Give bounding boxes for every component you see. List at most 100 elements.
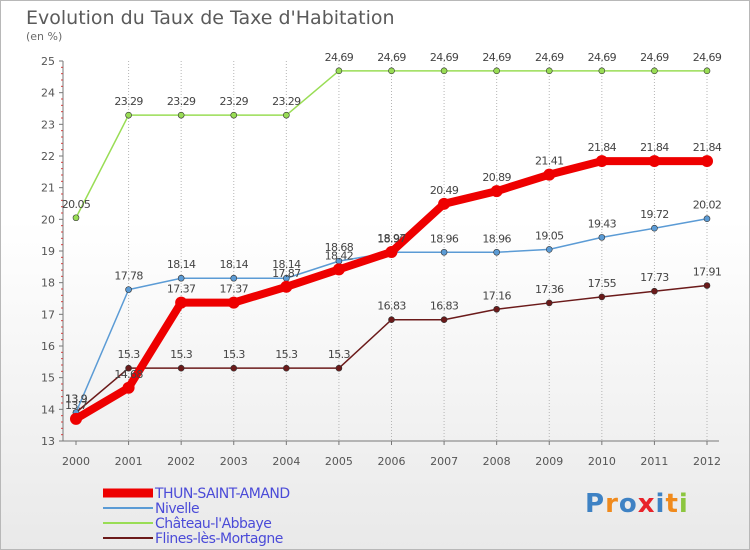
y-tick-label: 13 [41, 435, 55, 448]
data-label-ch-teau-l-abbaye: 24.69 [325, 51, 354, 64]
data-label-thun-saint-amand: 21.84 [693, 141, 722, 154]
data-label-thun-saint-amand: 17.87 [272, 267, 301, 280]
y-tick-label: 15 [41, 372, 55, 385]
data-point-flines-l-s-mortagne [177, 364, 185, 372]
x-tick-label: 2002 [167, 455, 195, 468]
data-label-nivelle: 18.68 [325, 241, 354, 254]
data-point-flines-l-s-mortagne [493, 305, 500, 313]
data-label-thun-saint-amand: 20.89 [482, 171, 511, 184]
data-label-nivelle: 18.96 [430, 232, 459, 245]
data-label-ch-teau-l-abbaye: 24.69 [693, 51, 722, 64]
x-tick-label: 2000 [62, 455, 90, 468]
data-label-flines-l-s-mortagne: 15.3 [223, 348, 246, 361]
x-tick-label: 2008 [483, 455, 511, 468]
data-label-nivelle: 19.05 [535, 229, 564, 242]
data-point-ch-teau-l-abbaye [440, 67, 448, 75]
data-point-ch-teau-l-abbaye [598, 67, 606, 75]
data-point-ch-teau-l-abbaye [125, 111, 132, 119]
data-label-nivelle: 18.14 [272, 258, 301, 271]
data-label-flines-l-s-mortagne: 17.36 [535, 283, 564, 296]
legend-label: Nivelle [155, 501, 199, 517]
data-label-flines-l-s-mortagne: 17.16 [482, 289, 511, 302]
logo-letter: o [618, 489, 638, 519]
y-tick-label: 17 [41, 308, 55, 321]
data-point-nivelle [598, 234, 606, 241]
data-label-ch-teau-l-abbaye: 23.29 [167, 95, 196, 108]
data-point-ch-teau-l-abbaye [493, 67, 500, 75]
logo-letter: r [605, 489, 619, 519]
data-point-flines-l-s-mortagne [335, 364, 343, 372]
proxiti-logo: Proxiti [585, 489, 689, 519]
data-label-ch-teau-l-abbaye: 24.69 [535, 51, 564, 64]
data-point-thun-saint-amand [385, 245, 398, 258]
logo-letter: i [655, 489, 666, 519]
data-label-ch-teau-l-abbaye: 24.69 [430, 51, 459, 64]
data-point-ch-teau-l-abbaye [335, 67, 343, 75]
logo-letter: t [665, 489, 679, 519]
data-label-nivelle: 19.43 [588, 217, 617, 230]
data-point-ch-teau-l-abbaye [545, 67, 553, 75]
data-label-flines-l-s-mortagne: 17.91 [693, 266, 722, 279]
data-point-nivelle [703, 215, 711, 222]
data-point-thun-saint-amand [122, 381, 135, 394]
data-point-thun-saint-amand [648, 155, 661, 168]
x-tick-label: 2003 [220, 455, 248, 468]
data-label-ch-teau-l-abbaye: 24.69 [640, 51, 669, 64]
data-label-thun-saint-amand: 17.37 [167, 283, 196, 296]
x-tick-label: 2007 [430, 455, 458, 468]
legend-label: THUN-SAINT-AMAND [154, 486, 290, 502]
data-label-nivelle: 13.9 [65, 393, 88, 406]
y-tick-label: 23 [41, 118, 55, 131]
data-point-thun-saint-amand [175, 296, 188, 309]
data-point-flines-l-s-mortagne [388, 316, 395, 324]
data-label-flines-l-s-mortagne: 15.3 [328, 348, 351, 361]
data-point-nivelle [230, 274, 238, 282]
data-label-flines-l-s-mortagne: 15.3 [118, 348, 141, 361]
x-tick-label: 2001 [115, 455, 143, 468]
x-tick-label: 2011 [640, 455, 668, 468]
data-point-nivelle [440, 248, 448, 256]
data-point-flines-l-s-mortagne [703, 282, 711, 289]
data-label-ch-teau-l-abbaye: 24.69 [482, 51, 511, 64]
data-point-flines-l-s-mortagne [440, 316, 448, 324]
data-label-ch-teau-l-abbaye: 23.29 [272, 95, 301, 108]
data-point-nivelle [177, 274, 185, 282]
y-tick-label: 18 [41, 277, 55, 290]
y-tick-label: 19 [41, 245, 55, 258]
data-label-thun-saint-amand: 18.97 [377, 232, 406, 245]
data-point-thun-saint-amand [70, 412, 82, 425]
data-point-flines-l-s-mortagne [545, 299, 553, 307]
data-point-thun-saint-amand [543, 168, 556, 181]
y-tick-label: 21 [41, 182, 55, 195]
y-tick-label: 24 [41, 87, 55, 100]
y-tick-label: 25 [41, 55, 55, 68]
x-tick-label: 2012 [693, 455, 721, 468]
data-label-nivelle: 18.14 [220, 258, 249, 271]
x-tick-label: 2005 [325, 455, 353, 468]
data-point-ch-teau-l-abbaye [230, 111, 238, 119]
data-point-nivelle [493, 248, 500, 256]
data-label-thun-saint-amand: 21.41 [535, 155, 564, 168]
legend-label: Château-l'Abbaye [155, 516, 271, 532]
data-label-ch-teau-l-abbaye: 24.69 [588, 51, 617, 64]
logo-letter: x [637, 489, 656, 519]
data-point-nivelle [651, 224, 658, 232]
data-label-thun-saint-amand: 21.84 [588, 141, 617, 154]
data-point-nivelle [545, 246, 553, 253]
data-point-thun-saint-amand [701, 155, 713, 168]
data-point-thun-saint-amand [595, 155, 608, 168]
legend-label: Flines-lès-Mortagne [155, 531, 283, 547]
data-point-thun-saint-amand [227, 296, 240, 309]
data-label-thun-saint-amand: 21.84 [640, 141, 669, 154]
data-point-flines-l-s-mortagne [125, 364, 132, 372]
data-point-flines-l-s-mortagne [598, 293, 606, 301]
data-label-thun-saint-amand: 18.42 [325, 249, 354, 262]
logo-letter: P [585, 489, 606, 519]
data-label-flines-l-s-mortagne: 15.3 [275, 348, 298, 361]
data-point-ch-teau-l-abbaye [651, 67, 658, 75]
data-label-ch-teau-l-abbaye: 20.05 [62, 198, 91, 211]
data-label-nivelle: 20.02 [693, 199, 722, 212]
data-label-ch-teau-l-abbaye: 23.29 [114, 95, 143, 108]
